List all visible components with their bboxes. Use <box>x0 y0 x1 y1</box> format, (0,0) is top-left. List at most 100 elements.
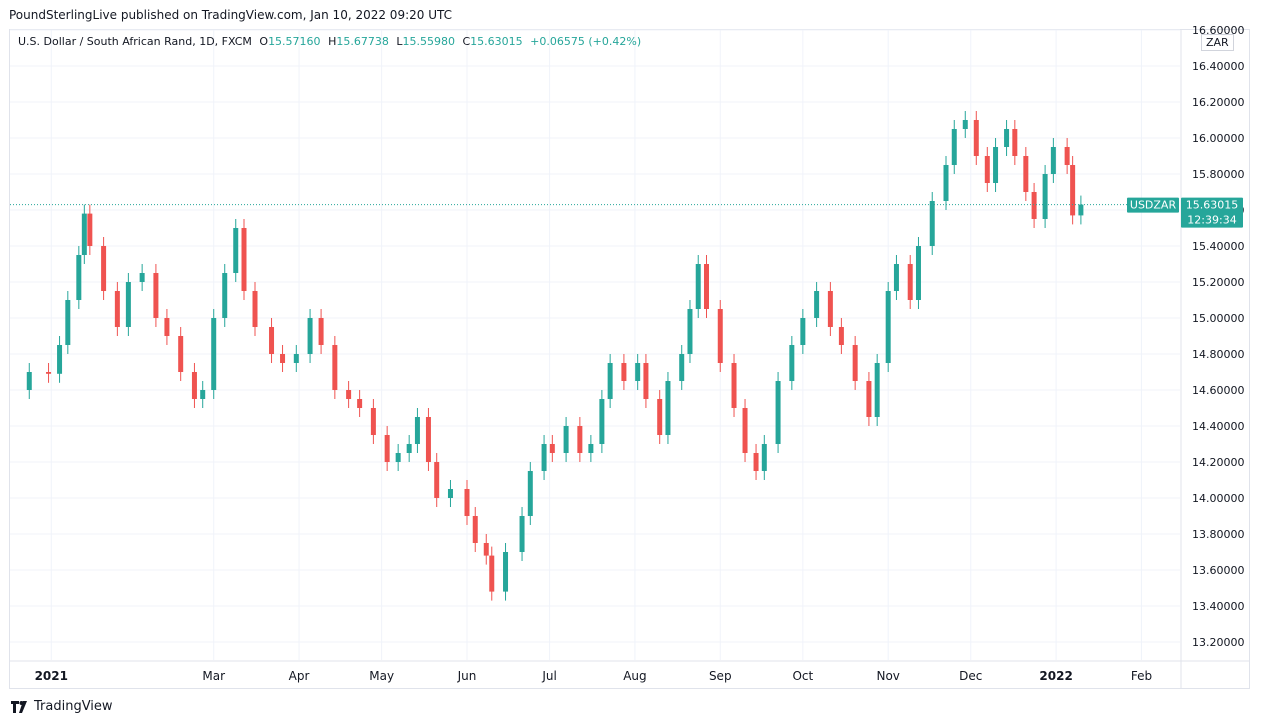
y-tick-label: 13.60000 <box>1192 564 1245 577</box>
candle-body <box>414 417 420 444</box>
y-tick-label: 16.00000 <box>1192 132 1245 145</box>
symbol-label: U.S. Dollar / South African Rand, 1D, FX… <box>18 35 252 48</box>
candle-body <box>703 264 709 309</box>
candle-body <box>577 426 583 453</box>
candle-body <box>318 318 324 345</box>
candle-body <box>973 120 979 156</box>
y-tick-label: 13.20000 <box>1192 636 1245 649</box>
candle-body <box>406 444 412 453</box>
low-label: L <box>396 35 403 48</box>
candle-body <box>101 246 107 291</box>
symbol-tag <box>1127 197 1179 213</box>
candle-body <box>527 471 533 516</box>
candle-body <box>563 426 569 453</box>
candle-body <box>519 516 525 552</box>
candle-body <box>1004 129 1010 147</box>
candle-body <box>65 300 71 345</box>
candle-body <box>1050 147 1056 174</box>
candle-body <box>222 273 228 318</box>
y-tick-label: 14.80000 <box>1192 348 1245 361</box>
y-tick-label: 13.80000 <box>1192 528 1245 541</box>
candle-body <box>293 354 299 363</box>
candle-body <box>503 552 509 592</box>
candle-body <box>280 354 286 363</box>
candle-body <box>1078 204 1084 216</box>
candle-body <box>984 156 990 183</box>
candle-body <box>742 408 748 453</box>
candle-body <box>46 372 52 374</box>
candle-body <box>761 444 767 471</box>
candle-body <box>731 363 737 408</box>
candle-body <box>866 381 872 417</box>
y-tick-label: 15.00000 <box>1192 312 1245 325</box>
high-value: 15.67738 <box>336 35 389 48</box>
tradingview-logo[interactable]: TradingView <box>11 699 113 714</box>
y-tick-label: 14.20000 <box>1192 456 1245 469</box>
candle-body <box>838 327 844 345</box>
candle-body <box>472 516 478 543</box>
candle-body <box>943 165 949 201</box>
candle-body <box>1031 192 1037 219</box>
price-tag-value: 15.63015 <box>1186 199 1239 212</box>
candle-body <box>200 390 206 399</box>
ohlc-legend: U.S. Dollar / South African Rand, 1D, FX… <box>18 35 641 48</box>
x-tick-label: Jul <box>541 669 556 683</box>
candle-body <box>588 444 594 453</box>
candle-body <box>687 309 693 354</box>
candle-body <box>915 246 921 300</box>
candle-body <box>425 417 431 462</box>
candle-body <box>1070 165 1076 216</box>
candle-body <box>395 453 401 462</box>
y-tick-label: 16.40000 <box>1192 60 1245 73</box>
x-tick-label: Feb <box>1131 669 1152 683</box>
x-tick-label: Sep <box>709 669 732 683</box>
candle-body <box>464 489 470 516</box>
candle-body <box>665 381 671 435</box>
candle-body <box>717 309 723 363</box>
candle-body <box>153 273 159 318</box>
candle-body <box>1023 156 1029 192</box>
x-axis-ticks: 2021 Mar Apr May Jun Jul Aug Sep Oct Nov Dec 2022 Fe… <box>10 30 1250 689</box>
candle-body <box>252 291 258 327</box>
candle-body <box>599 399 605 444</box>
low-value: 15.55980 <box>402 35 455 48</box>
x-tick-label: Apr <box>289 669 310 683</box>
candle-body <box>489 555 495 592</box>
candle-body <box>76 255 82 300</box>
candle-body <box>541 444 547 471</box>
y-tick-label: 15.40000 <box>1192 240 1245 253</box>
candle-body <box>789 345 795 381</box>
candle-body <box>434 462 440 498</box>
y-tick-label: 16.20000 <box>1192 96 1245 109</box>
candle-body <box>357 399 363 408</box>
price-tag: USDZAR 15.63015 12:39:34 <box>1127 197 1243 228</box>
open-label: O <box>259 35 269 48</box>
close-value: 15.63015 <box>470 35 523 48</box>
candle-body <box>211 318 217 390</box>
y-tick-label: 14.00000 <box>1192 492 1245 505</box>
candle-body <box>621 363 627 381</box>
x-tick-label: 2021 <box>35 669 68 683</box>
candle-body <box>827 291 833 327</box>
candle-body <box>993 147 999 183</box>
close-label: C <box>462 35 471 48</box>
candle-body <box>951 129 957 165</box>
currency-badge[interactable]: ZAR <box>1201 34 1234 51</box>
x-tick-label: Mar <box>202 669 225 683</box>
candle-body <box>852 345 858 381</box>
candle-body <box>635 363 641 381</box>
x-tick-label: Aug <box>623 669 646 683</box>
candle-body <box>800 318 806 345</box>
y-tick-label: 14.60000 <box>1192 384 1245 397</box>
tradingview-brand: TradingView <box>34 699 113 714</box>
candle-body <box>679 354 685 381</box>
candle-body <box>26 372 32 390</box>
grid-lines <box>10 29 1180 660</box>
candle-body <box>233 228 239 273</box>
candle-body <box>139 273 145 282</box>
candle-body <box>346 390 352 399</box>
y-tick-label: 15.20000 <box>1192 276 1245 289</box>
candle-body <box>695 264 701 309</box>
x-tick-label: May <box>369 669 394 683</box>
